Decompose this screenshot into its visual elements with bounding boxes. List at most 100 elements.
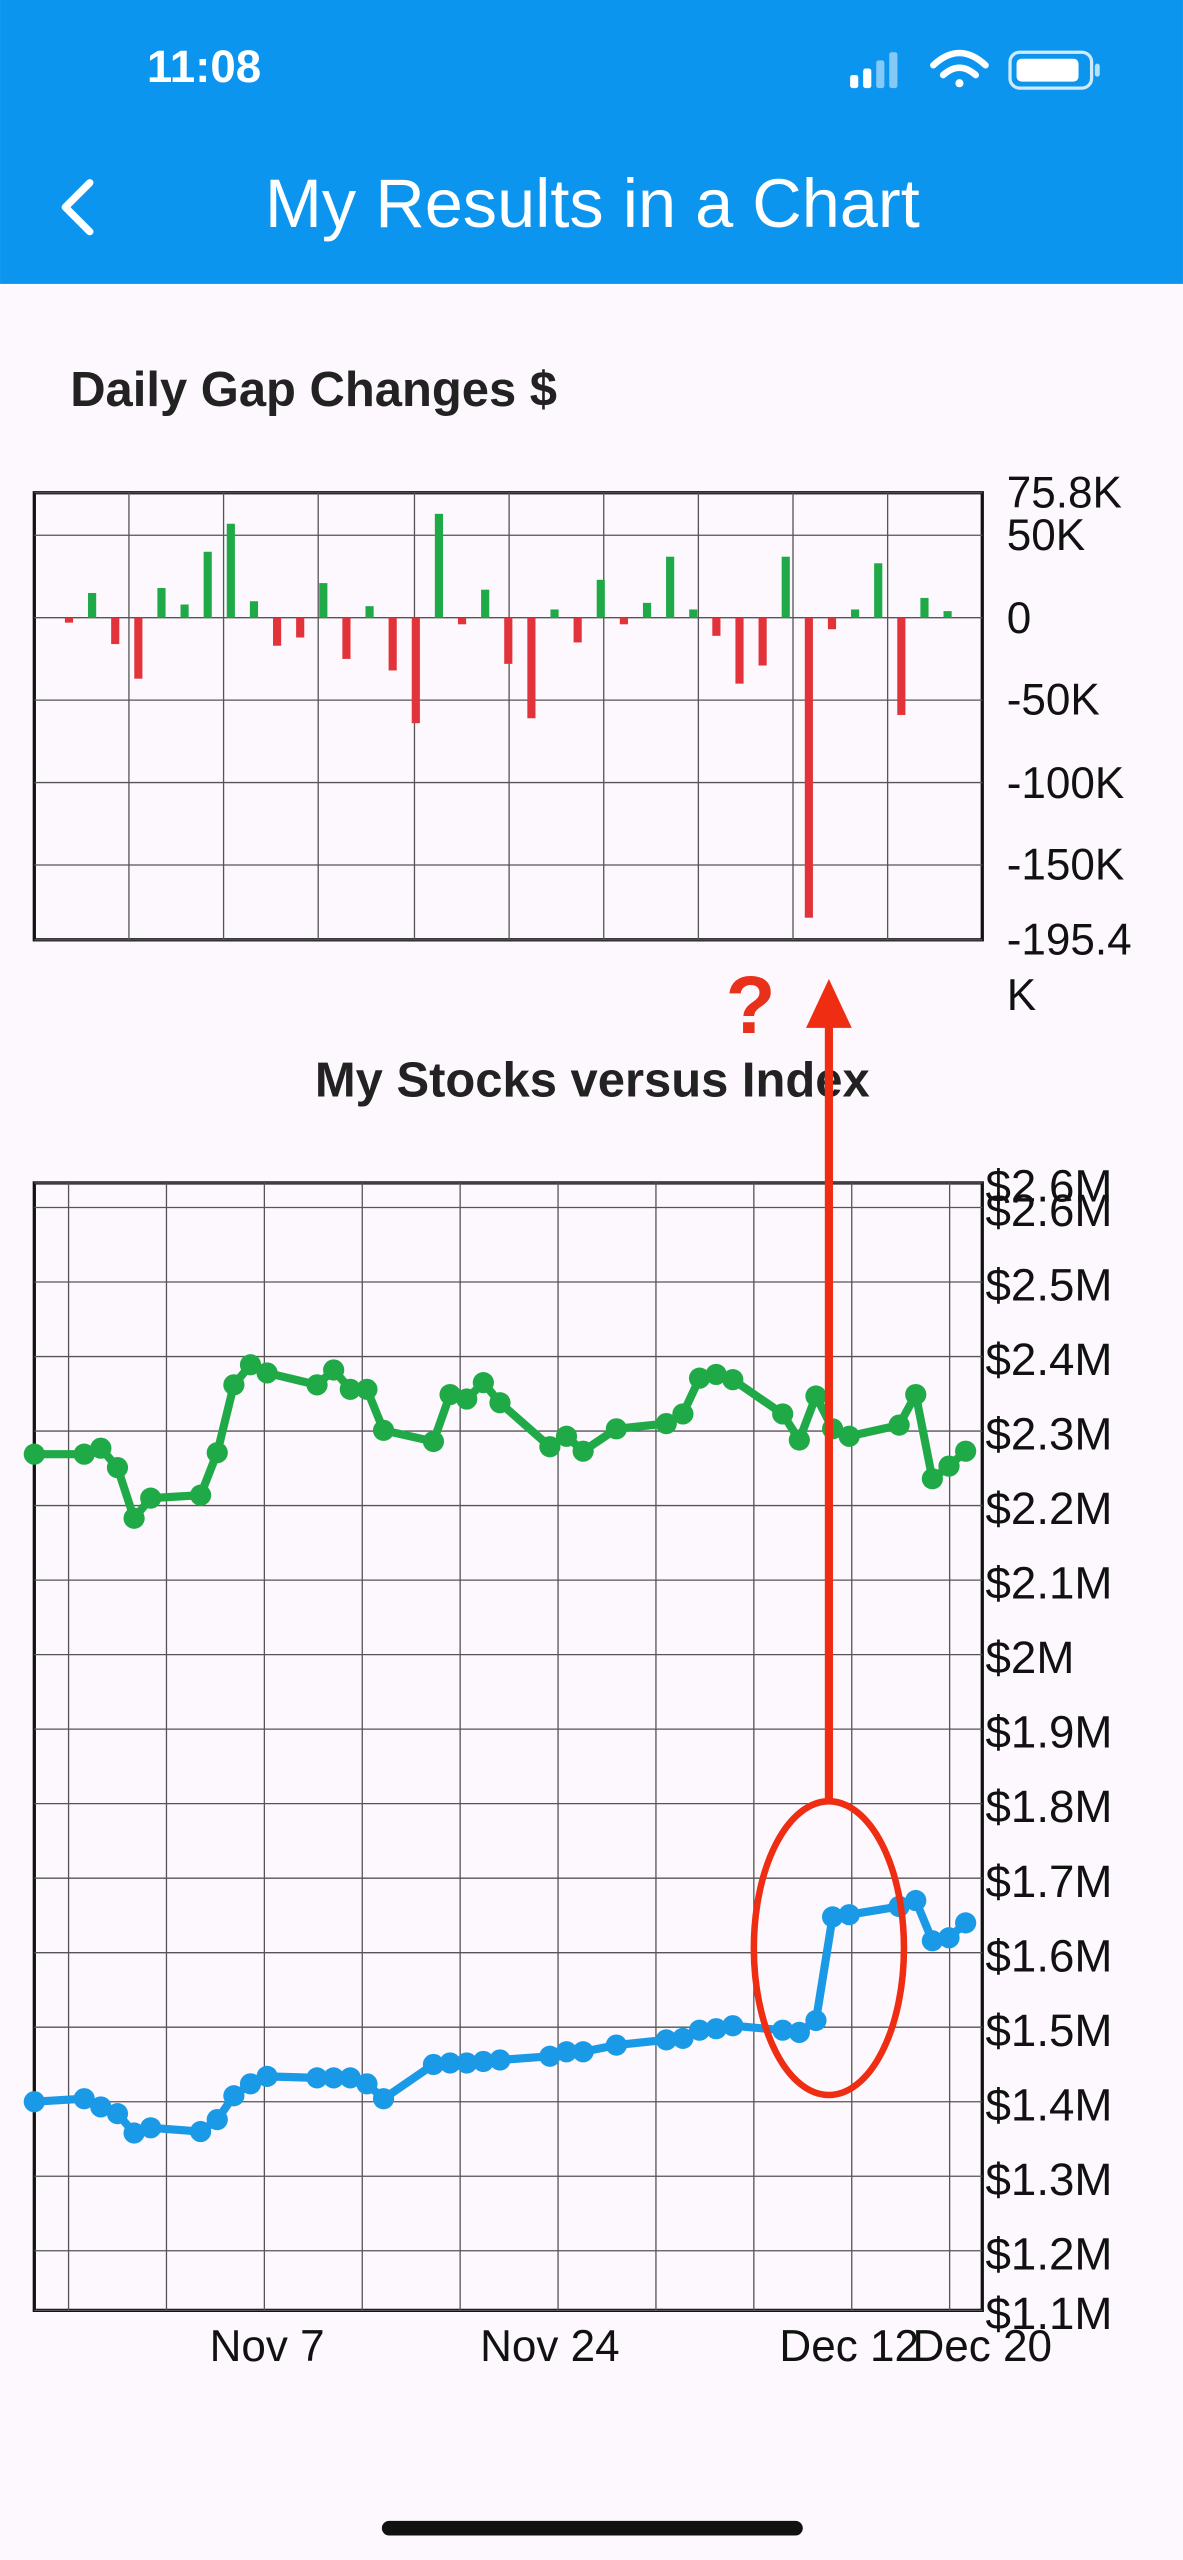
home-indicator [381,2520,803,2536]
y-tick-label: $1.1M [986,2288,1113,2339]
y-tick-label: $2.4M [986,1334,1113,1385]
bar [735,617,744,684]
bar [457,617,467,625]
bar [504,617,513,664]
y-tick-label: -100K [1007,758,1125,807]
data-point [422,2053,445,2076]
data-point [539,2045,561,2067]
bar [319,583,328,618]
bar [226,523,235,618]
y-tick-label: -150K [1006,840,1125,890]
data-point [306,1374,328,1396]
data-point [722,2015,744,2037]
data-point [838,1425,860,1447]
wifi-icon [930,49,989,88]
data-point [472,2050,494,2073]
data-point [605,1418,627,1440]
bar [596,579,605,618]
data-point [805,1385,827,1407]
data-point [955,1440,977,1462]
data-point [206,2108,228,2131]
y-tick-label: $1.9M [986,1707,1113,1758]
bar [481,589,490,618]
data-point [672,2027,694,2049]
bar [111,617,120,645]
bar [943,611,952,618]
y-tick-label: 75.8K [1006,468,1122,518]
data-point [555,1425,578,1447]
data-point [90,1437,112,1459]
data-point [722,1369,744,1391]
data-point [339,1378,361,1400]
bar [897,617,906,715]
bar [388,617,397,671]
data-point [140,2117,162,2139]
data-point [339,2067,361,2089]
y-tick-label: -195.4K [1006,915,1132,1020]
data-point [106,1456,129,1479]
chart-title: Daily Gap Changes $ [70,363,557,417]
data-point [140,1487,162,1509]
bar [157,588,166,618]
data-point [655,1413,677,1435]
bar [272,617,282,646]
data-point [905,1889,927,1912]
y-tick-label: $2.2M [986,1483,1113,1534]
bar [689,609,698,618]
data-point [555,2041,578,2063]
data-point [705,2018,727,2040]
bar [180,604,189,618]
app-bar [0,0,1183,284]
bar [642,602,652,618]
bar [434,513,444,618]
series-line [34,1360,969,1523]
data-point [772,1403,794,1425]
y-tick-label: 50K [1006,510,1086,560]
y-tick-label: $1.3M [986,2154,1113,2205]
data-point [123,2122,145,2144]
highlight-ellipse [750,1798,908,2099]
data-point [256,1362,278,1384]
data-point [323,1359,345,1381]
bar [527,617,536,719]
data-point [239,2073,262,2095]
data-point [190,1484,212,1506]
data-point [472,1372,494,1394]
data-point [605,2034,627,2056]
data-point [921,1468,943,1490]
y-tick-label: $2.5M [986,1260,1113,1311]
data-point [23,2091,45,2113]
y-tick-label: $1.5M [986,2005,1113,2056]
x-tick-label: Dec 12 [779,2322,919,2371]
data-point [805,2009,827,2032]
y-tick-label: -195.4K [1006,915,1132,1020]
bar [666,556,675,618]
bar [851,609,860,618]
vertical-grid [67,1182,951,2311]
data-point [306,2067,328,2089]
y-tick-label: 50K [1006,510,1086,560]
line-chart: $2.6M$2.6M $2.5M $2.4M $2.3M $2.2M $2.1M $2M $1… [23,1161,1113,2371]
data-point [572,2041,594,2063]
bar [827,617,837,630]
data-point [123,1507,145,1529]
data-point [422,1430,445,1453]
y-tick-label: 0 [1006,593,1032,643]
data-point [772,2019,794,2041]
bar [411,617,420,724]
data-point [788,1429,810,1451]
y-tick-label: $1.8M [986,1781,1113,1832]
back-button[interactable] [61,179,94,236]
bar [296,617,305,638]
bar [920,597,929,618]
data-point [888,1414,910,1436]
data-point [73,2088,95,2110]
y-tick-label: $2.6M [986,1161,1113,1212]
data-point [206,1442,228,1464]
data-point [456,1388,478,1410]
y-tick-label: -150K [1006,840,1125,890]
chart-title: My Stocks versus Index [315,1053,870,1107]
data-point [821,1906,844,1928]
